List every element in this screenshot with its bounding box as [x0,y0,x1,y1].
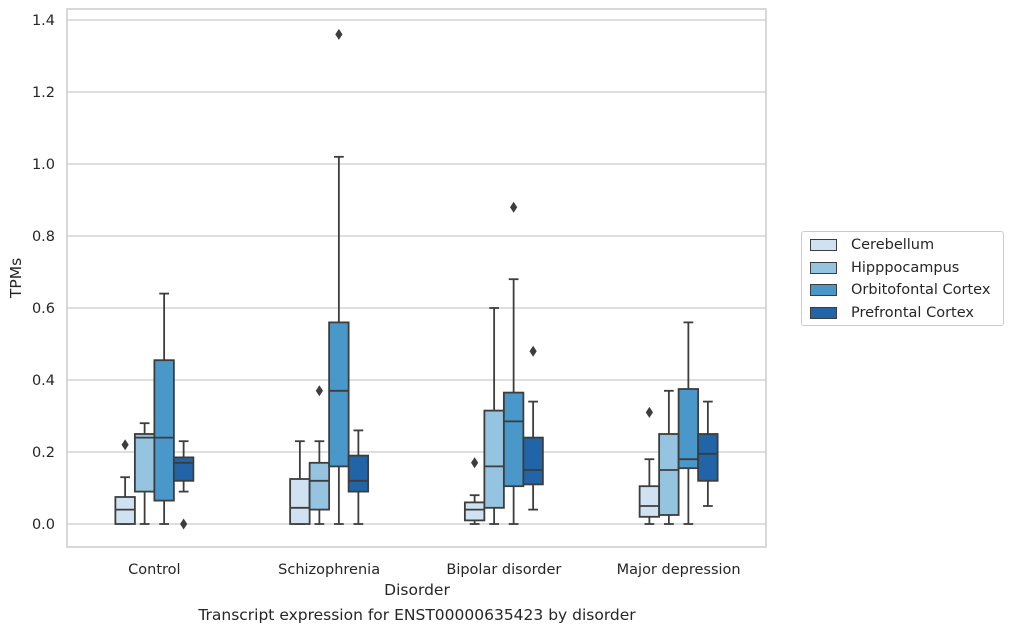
legend-item-hippocampus: Hipppocampus [810,257,959,279]
y-tick-label: 0.0 [32,517,55,533]
x-axis-ticks: Control Schizophrenia Bipolar disorder Majo… [128,562,740,578]
box-body [522,436,544,486]
y-tick-label: 1.2 [32,85,55,101]
box-body [133,433,156,493]
legend-swatch [810,307,837,319]
legend-label: Cerebellum [851,237,935,253]
boxes [114,28,719,530]
outlier-point [645,406,653,418]
legend-item-cerebellum: Cerebellum [810,234,934,256]
outlier-point [315,385,323,397]
outlier-point [121,439,129,451]
outlier-point [335,28,343,40]
box-body [289,478,311,525]
outlier-point [471,457,479,469]
legend-label: Prefrontal Cortex [851,305,974,321]
box-2-1 [483,307,505,525]
box-body [502,391,525,488]
box-body [658,433,680,516]
legend-item-orbitofrontal-cortex: Orbitofontal Cortex [810,279,990,301]
x-tick-label: Control [128,562,180,578]
plot-frame [66,8,767,548]
box-2-3 [522,345,544,511]
box-0-0 [114,439,136,525]
y-tick-label: 1.0 [32,157,55,173]
outlier-point [180,518,188,530]
legend-label: Hipppocampus [851,260,960,276]
box-body [308,461,331,511]
y-tick-label: 0.8 [32,229,55,245]
box-3-2 [677,321,700,525]
box-body [463,501,486,522]
box-3-1 [658,389,680,525]
legend-swatch [810,262,837,274]
box-2-2 [502,201,525,525]
outlier-point [510,201,518,213]
box-3-0 [638,406,661,525]
x-axis-label: Disorder [384,581,450,599]
box-1-0 [289,440,311,525]
box-body [347,454,370,493]
y-axis-ticks: 0.0 0.2 0.4 0.6 0.8 1.0 1.2 1.4 [32,13,55,533]
box-body [677,388,700,470]
box-0-3 [172,440,195,530]
y-axis-label: TPMs [7,258,25,299]
legend: Cerebellum Hipppocampus Orbitofontal Cor… [801,231,1004,326]
x-tick-label: Major depression [617,562,741,578]
y-tick-label: 0.6 [32,301,55,317]
box-1-2 [328,28,350,525]
legend-label: Orbitofontal Cortex [851,282,991,298]
y-tick-label: 0.2 [32,445,55,461]
y-tick-label: 1.4 [32,13,55,29]
box-0-2 [153,292,175,525]
box-1-3 [347,429,370,525]
legend-swatch [810,239,837,251]
x-tick-label: Schizophrenia [278,562,380,578]
box-body [697,433,719,482]
legend-swatch [810,284,837,296]
box-body [483,409,505,509]
box-3-3 [697,400,719,507]
legend-item-prefrontal-cortex: Prefrontal Cortex [810,302,974,324]
box-body [638,485,661,518]
y-tick-label: 0.4 [32,373,55,389]
box-body [172,456,195,482]
box-body [153,359,175,502]
box-1-1 [308,385,331,525]
box-0-1 [133,422,156,525]
x-tick-label: Bipolar disorder [446,562,561,578]
figure-caption: Transcript expression for ENST0000063542… [198,606,636,624]
box-2-0 [463,457,486,525]
box-body [328,321,350,468]
outlier-point [529,345,537,357]
